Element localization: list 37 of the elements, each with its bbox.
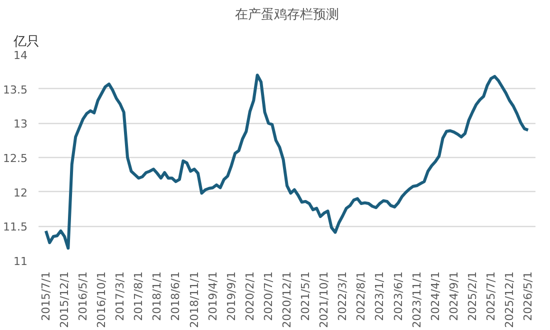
x-tick-label: 2024/9/1 <box>447 271 460 321</box>
x-tick-label: 2015/7/1 <box>39 271 52 321</box>
y-tick-label: 14 <box>14 49 28 62</box>
x-tick-label: 2020/12/1 <box>280 271 294 328</box>
y-tick-label: 13 <box>14 118 28 131</box>
x-tick-label: 2018/6/1 <box>169 271 182 321</box>
x-tick-label: 2021/10/1 <box>318 271 331 328</box>
x-tick-label: 2023/1/1 <box>373 271 386 321</box>
x-tick-label: 2023/6/1 <box>392 271 405 321</box>
y-tick-label: 11 <box>14 255 28 268</box>
x-tick-label: 2018/11/1 <box>188 271 201 328</box>
y-axis-title: 亿只 <box>12 34 40 50</box>
x-tick-label: 2018/1/1 <box>150 271 164 321</box>
x-tick-label: 2017/8/1 <box>132 271 146 321</box>
x-tick-label: 2020/2/1 <box>243 271 256 321</box>
x-tick-label: 2025/7/1 <box>484 271 498 321</box>
y-tick-label: 11.5 <box>3 220 28 234</box>
x-tick-label: 2015/12/1 <box>58 271 71 328</box>
y-tick-label: 12.5 <box>3 152 28 165</box>
x-tick-label: 2017/3/1 <box>114 271 127 321</box>
x-tick-label: 2019/4/1 <box>206 271 220 321</box>
x-tick-label: 2026/5/1 <box>522 271 535 321</box>
x-tick-label: 2021/5/1 <box>299 271 312 321</box>
x-tick-label: 2024/4/1 <box>428 271 442 321</box>
chart-title: 在产蛋鸡存栏预测 <box>235 8 339 22</box>
x-tick-label: 2023/11/1 <box>410 271 424 328</box>
x-tick-label: 2016/10/1 <box>95 271 108 328</box>
y-tick-label: 13.5 <box>3 83 28 96</box>
x-tick-label: 2020/7/1 <box>262 271 275 321</box>
x-tick-label: 2019/9/1 <box>224 271 238 321</box>
x-tick-label: 2025/2/1 <box>466 271 479 321</box>
x-tick-label: 2025/12/1 <box>503 271 516 328</box>
x-tick-label: 2016/5/1 <box>76 271 90 321</box>
y-tick-label: 12 <box>14 186 28 200</box>
line-series <box>44 74 530 250</box>
x-tick-label: 2022/8/1 <box>354 271 368 321</box>
x-tick-label: 2022/3/1 <box>336 271 350 321</box>
